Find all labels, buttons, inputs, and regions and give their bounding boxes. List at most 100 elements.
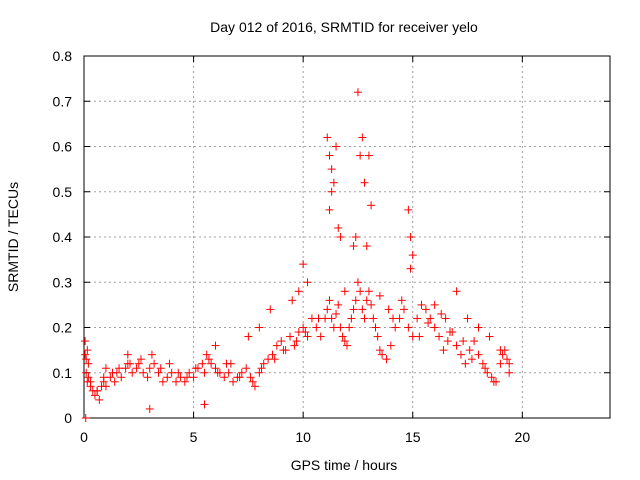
data-point	[323, 305, 332, 314]
data-point	[211, 341, 220, 350]
data-point	[95, 395, 104, 404]
data-point	[198, 359, 207, 368]
data-point	[496, 359, 505, 368]
data-point	[417, 300, 426, 309]
data-point	[255, 368, 264, 377]
data-point	[430, 323, 439, 332]
data-point	[406, 233, 415, 241]
y-tick-label: 0.5	[53, 184, 73, 200]
data-point	[207, 359, 216, 368]
y-tick-label: 0.6	[53, 139, 73, 155]
data-point	[211, 364, 220, 373]
data-point	[294, 287, 303, 296]
data-point	[329, 178, 338, 187]
data-point	[108, 368, 117, 377]
data-point	[325, 296, 334, 305]
data-point	[487, 373, 496, 382]
data-point	[191, 364, 200, 373]
grid-lines	[83, 55, 610, 419]
data-point	[505, 359, 514, 368]
data-point	[84, 373, 93, 382]
data-point	[463, 314, 472, 323]
data-point	[356, 151, 365, 160]
data-point	[461, 359, 470, 368]
data-point	[459, 337, 468, 346]
y-tick-label: 0.3	[53, 274, 73, 290]
data-point	[340, 287, 349, 296]
data-point	[408, 251, 417, 260]
data-point	[351, 296, 360, 305]
data-point	[349, 242, 358, 251]
data-point	[421, 305, 430, 314]
data-point	[316, 332, 325, 341]
data-point	[327, 314, 336, 323]
data-point	[404, 205, 413, 214]
data-point	[180, 377, 189, 386]
x-tick-label: 20	[515, 429, 531, 445]
data-point	[340, 337, 349, 346]
data-point	[452, 341, 461, 350]
data-point	[303, 278, 312, 287]
data-point	[235, 373, 244, 382]
data-point	[81, 414, 90, 422]
data-point	[101, 382, 110, 391]
data-point	[224, 368, 233, 377]
data-point	[386, 341, 395, 350]
data-point	[82, 355, 91, 364]
data-point	[384, 305, 393, 314]
x-tick-label: 5	[190, 429, 198, 445]
data-point	[334, 223, 343, 232]
data-point	[336, 233, 345, 241]
data-point	[200, 368, 209, 377]
data-point	[334, 300, 343, 309]
data-point	[367, 201, 376, 210]
data-point	[220, 373, 229, 382]
data-point	[126, 359, 135, 368]
data-point	[426, 314, 435, 323]
data-point	[325, 205, 334, 214]
y-tick-label: 0	[64, 410, 72, 426]
data-point	[474, 350, 483, 359]
data-point	[244, 332, 253, 341]
data-point	[123, 350, 132, 359]
data-point	[266, 305, 275, 314]
y-tick-label: 0.4	[53, 229, 73, 245]
y-tick-label: 0.2	[53, 320, 73, 336]
data-point	[367, 300, 376, 309]
data-point	[101, 364, 110, 373]
data-point	[430, 300, 439, 309]
data-point	[498, 350, 507, 359]
data-point	[358, 305, 367, 314]
data-point	[439, 346, 448, 355]
data-point	[391, 323, 400, 332]
data-point	[257, 364, 266, 373]
data-point	[145, 404, 154, 413]
data-point	[502, 355, 511, 364]
data-point	[435, 332, 444, 341]
data-point	[156, 364, 165, 373]
data-point	[452, 287, 461, 296]
data-point	[204, 355, 213, 364]
data-point	[82, 368, 91, 377]
data-point	[351, 233, 360, 241]
data-point	[299, 260, 308, 269]
data-point	[99, 373, 108, 382]
data-point	[364, 287, 373, 296]
data-point	[336, 323, 345, 332]
data-point	[143, 373, 152, 382]
data-point	[248, 377, 257, 386]
data-point	[465, 346, 474, 355]
data-point	[397, 296, 406, 305]
data-point	[81, 337, 90, 346]
data-point	[382, 355, 391, 364]
data-point	[446, 328, 455, 337]
data-point	[323, 133, 332, 142]
data-point	[485, 332, 494, 341]
data-point	[369, 314, 378, 323]
data-point	[399, 305, 408, 314]
data-point	[93, 386, 102, 395]
y-tick-label: 0.7	[53, 93, 73, 109]
data-point	[147, 350, 156, 359]
data-point	[360, 314, 369, 323]
